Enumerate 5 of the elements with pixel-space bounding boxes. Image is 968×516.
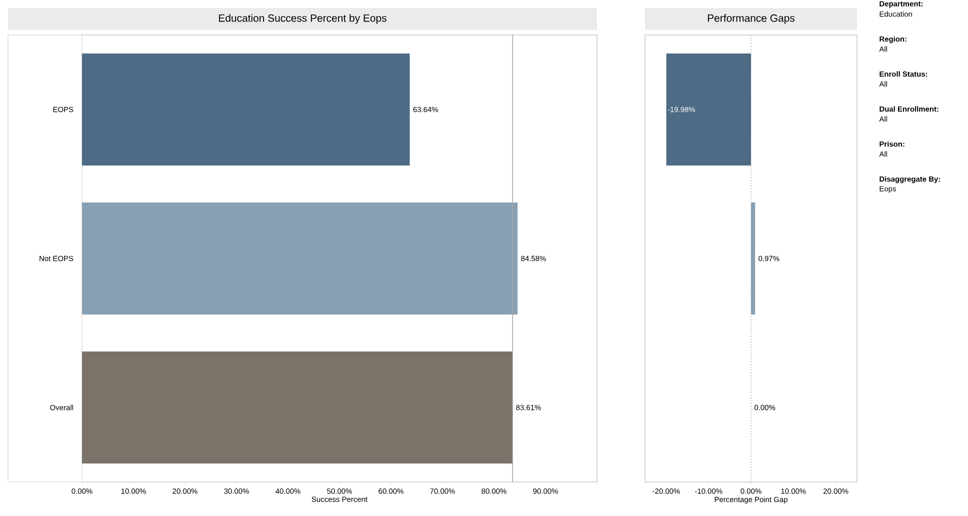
bar (82, 202, 518, 315)
bar (82, 352, 513, 464)
chart-title: Education Success Percent by Eops (219, 14, 386, 24)
bar (82, 54, 410, 166)
chart-title: Performance Gaps (708, 14, 795, 24)
